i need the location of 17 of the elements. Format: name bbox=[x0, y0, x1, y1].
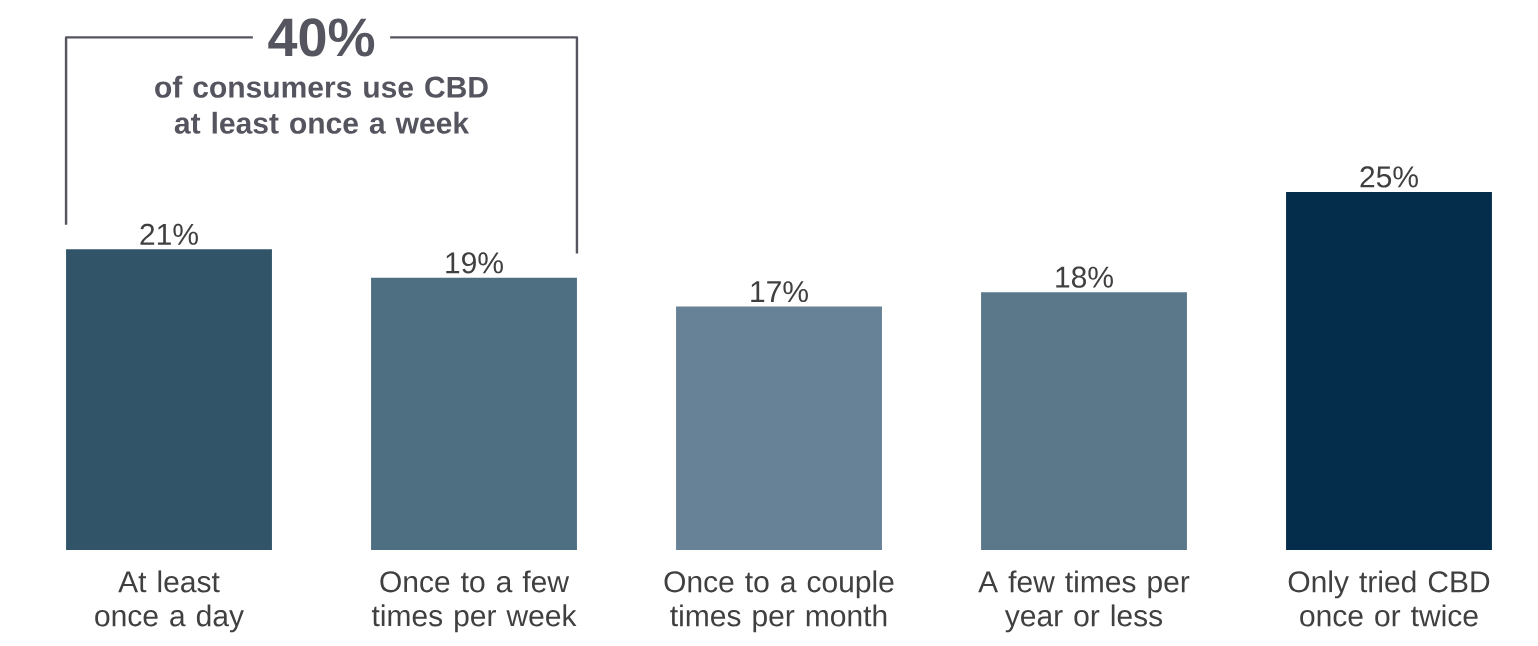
x-tick-label: Once to a few times per week bbox=[371, 570, 577, 633]
x-tick-label: Once to a couple times per month bbox=[664, 570, 894, 633]
text: of consumers use CBD at least once a week bbox=[155, 75, 488, 134]
bar bbox=[1286, 191, 1492, 550]
data-label: 18% bbox=[1056, 266, 1113, 288]
data-label: 25% bbox=[1360, 166, 1418, 188]
text: 40% bbox=[268, 18, 375, 57]
data-label: 19% bbox=[446, 252, 503, 274]
x-tick-label: Only tried CBD once or twice bbox=[1288, 570, 1490, 627]
data-label: 21% bbox=[140, 223, 198, 245]
bar bbox=[66, 249, 272, 550]
data-label: 17% bbox=[751, 281, 808, 303]
bar bbox=[676, 306, 882, 550]
x-tick-label: A few times per year or less bbox=[978, 570, 1190, 633]
bar bbox=[371, 277, 577, 550]
bar bbox=[981, 292, 1187, 550]
x-tick-label: At least once a day bbox=[95, 570, 244, 633]
